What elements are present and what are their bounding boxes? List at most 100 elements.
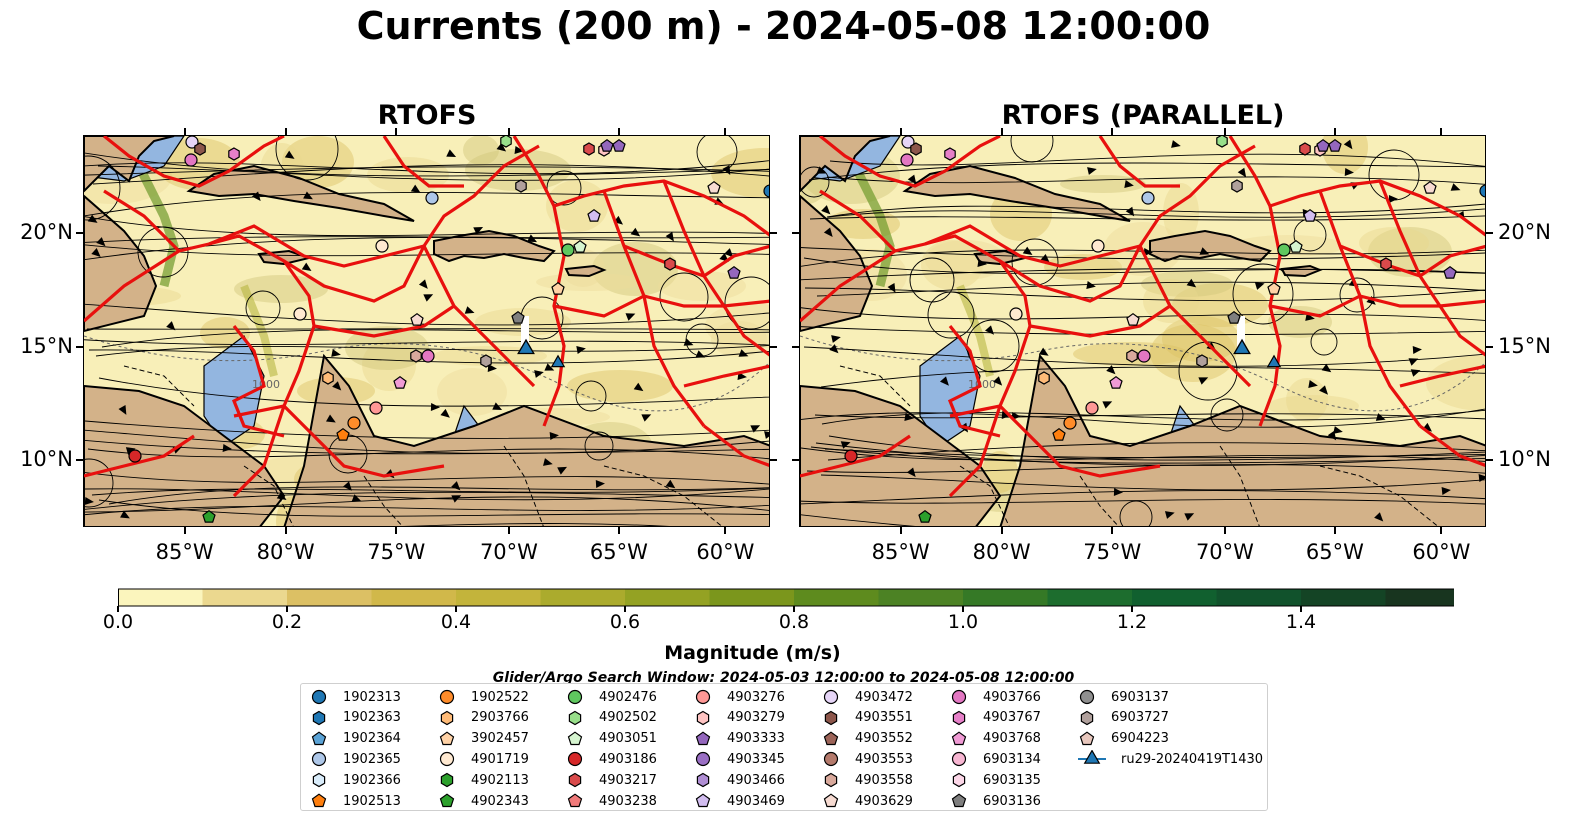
float-marker[interactable] — [1328, 138, 1342, 152]
float-marker[interactable] — [1126, 349, 1138, 363]
float-marker[interactable] — [1196, 354, 1208, 368]
float-marker[interactable] — [1231, 179, 1243, 193]
float-marker[interactable] — [410, 349, 422, 363]
float-marker[interactable] — [1266, 354, 1282, 368]
float-marker[interactable] — [1085, 401, 1099, 415]
eez-boundary — [1098, 136, 1180, 188]
float-marker[interactable] — [844, 449, 858, 463]
float-marker[interactable] — [583, 142, 595, 156]
glider-marker[interactable] — [1233, 338, 1251, 355]
colorbar-tick-label: 0.6 — [609, 611, 641, 633]
float-marker[interactable] — [1423, 180, 1437, 194]
float-marker[interactable] — [1443, 265, 1457, 279]
float-marker[interactable] — [910, 142, 922, 156]
eez-boundary — [1359, 294, 1485, 308]
float-marker[interactable] — [1289, 239, 1303, 253]
float-marker[interactable] — [347, 416, 361, 430]
figure-title: Currents (200 m) - 2024-05-08 12:00:00 — [356, 4, 1211, 48]
circle-marker-icon — [951, 752, 967, 767]
float-marker[interactable] — [393, 375, 407, 389]
float-marker[interactable] — [293, 307, 307, 321]
legend-item-label: 1902366 — [343, 772, 401, 788]
float-marker[interactable] — [185, 136, 199, 149]
legend-item: ru29-20240419T1430 — [1077, 749, 1263, 769]
float-marker[interactable] — [1303, 208, 1317, 222]
map-panel-rtofs-parallel[interactable]: 1000ru29-20240419T1430 — [799, 135, 1486, 527]
float-marker[interactable] — [561, 243, 575, 257]
float-marker[interactable] — [202, 509, 216, 523]
float-marker[interactable] — [1126, 312, 1140, 326]
float-marker[interactable] — [707, 180, 721, 194]
current-arrow — [91, 248, 101, 258]
float-marker[interactable] — [1316, 138, 1330, 152]
float-marker[interactable] — [322, 371, 334, 385]
current-arrow — [665, 231, 674, 242]
eez-boundary — [602, 190, 706, 427]
map-panel-rtofs[interactable]: 1000ru29-20240419T1430 — [83, 135, 770, 527]
y-tick-mark — [770, 345, 777, 348]
float-marker[interactable] — [900, 153, 914, 167]
float-marker[interactable] — [480, 354, 492, 368]
glider-marker[interactable] — [517, 338, 535, 355]
float-marker[interactable] — [727, 265, 741, 279]
float-marker[interactable] — [587, 208, 601, 222]
current-arrow — [722, 165, 731, 175]
eez-boundary — [382, 136, 464, 188]
float-marker[interactable] — [1227, 310, 1241, 324]
float-marker[interactable] — [664, 257, 676, 271]
float-marker[interactable] — [184, 153, 198, 167]
float-marker[interactable] — [500, 136, 512, 148]
float-marker[interactable] — [1109, 375, 1123, 389]
float-marker[interactable] — [763, 184, 770, 198]
float-marker[interactable] — [1380, 257, 1392, 271]
circle-marker-icon — [311, 689, 327, 705]
legend-item-label: 4903333 — [727, 731, 785, 747]
float-marker[interactable] — [612, 138, 626, 152]
float-marker[interactable] — [551, 281, 565, 295]
eez-boundary — [643, 294, 769, 308]
float-marker[interactable] — [1091, 239, 1105, 253]
current-arrow — [595, 480, 605, 488]
float-marker[interactable] — [1277, 243, 1291, 257]
current-arrow — [1102, 401, 1113, 409]
float-marker[interactable] — [425, 191, 439, 205]
eez-boundary — [1138, 245, 1252, 388]
float-marker[interactable] — [944, 147, 956, 161]
float-marker[interactable] — [1141, 191, 1155, 205]
float-marker[interactable] — [1052, 427, 1066, 441]
float-marker[interactable] — [550, 354, 566, 368]
float-marker[interactable] — [1216, 136, 1228, 148]
float-marker[interactable] — [511, 310, 525, 324]
float-marker[interactable] — [375, 239, 389, 253]
float-marker[interactable] — [369, 401, 383, 415]
legend-item-label: 4903767 — [983, 710, 1041, 726]
y-tick-mark — [76, 345, 83, 348]
float-marker[interactable] — [573, 239, 587, 253]
legend-item-label: 1902513 — [343, 793, 401, 809]
float-marker[interactable] — [1137, 349, 1151, 363]
float-marker[interactable] — [1267, 281, 1281, 295]
float-marker[interactable] — [1479, 184, 1486, 198]
float-marker[interactable] — [336, 427, 350, 441]
float-marker[interactable] — [1009, 307, 1023, 321]
legend-item-label: 4902502 — [599, 710, 657, 726]
colorbar-segment — [1216, 589, 1302, 606]
float-marker[interactable] — [918, 509, 932, 523]
float-marker[interactable] — [228, 147, 240, 161]
x-tick-label: 75°W — [1083, 540, 1142, 564]
float-marker[interactable] — [515, 179, 527, 193]
x-tick-label: 70°W — [1195, 540, 1254, 564]
float-marker[interactable] — [128, 449, 142, 463]
float-marker[interactable] — [901, 136, 915, 149]
circle-marker-icon — [695, 752, 711, 767]
float-marker[interactable] — [600, 138, 614, 152]
circle-marker-icon — [823, 752, 839, 767]
legend-item: 4903552 — [821, 729, 913, 749]
float-marker[interactable] — [1299, 142, 1311, 156]
float-marker[interactable] — [421, 349, 435, 363]
legend-item-label: 1902363 — [343, 710, 401, 726]
float-marker[interactable] — [1063, 416, 1077, 430]
float-marker[interactable] — [410, 312, 424, 326]
float-marker[interactable] — [194, 142, 206, 156]
float-marker[interactable] — [1038, 371, 1050, 385]
